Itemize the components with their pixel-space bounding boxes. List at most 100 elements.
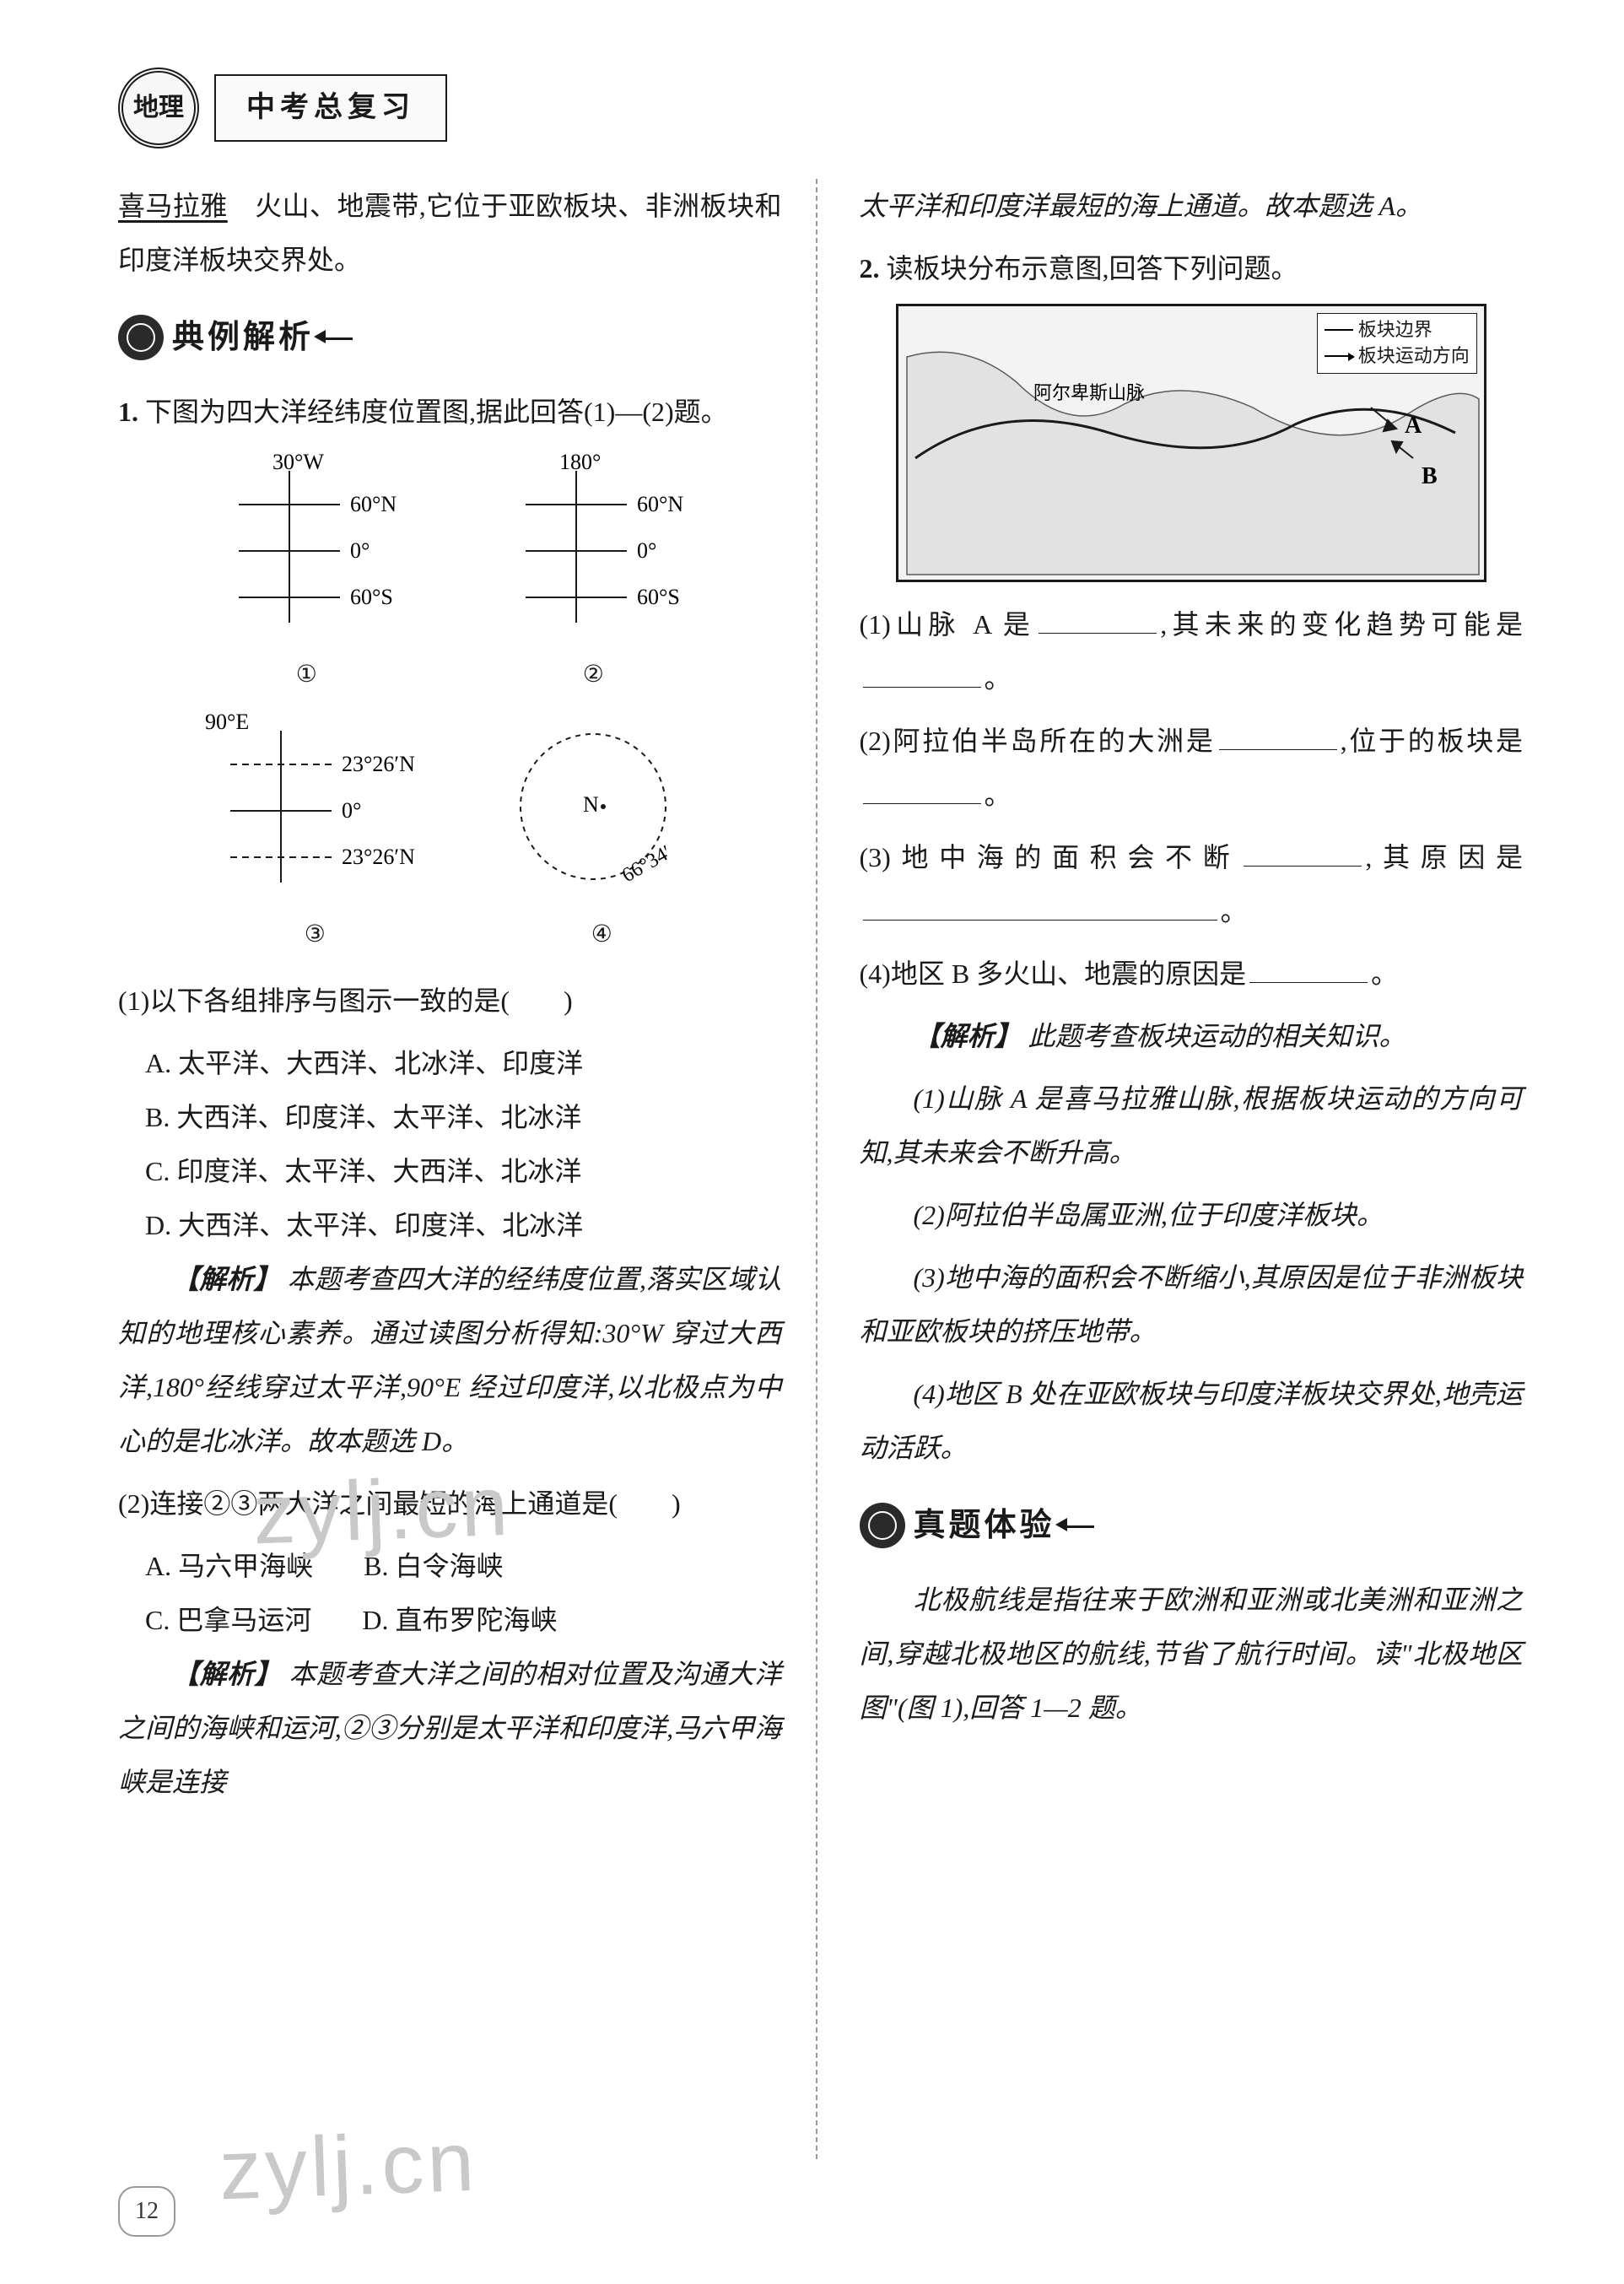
svg-text:23°26′N: 23°26′N <box>342 752 415 776</box>
section-title: 典例解析 <box>172 305 314 370</box>
q1-text: 下图为四大洋经纬度位置图,据此回答(1)—(2)题。 <box>145 397 728 427</box>
diagram-row-2: 90°E 23°26′N 0° 23°26′N ③ N <box>118 714 782 958</box>
q2-analysis-1: (1)山脉 A 是喜马拉雅山脉,根据板块运动的方向可知,其未来会不断升高。 <box>860 1072 1524 1180</box>
diagram-label: ④ <box>492 911 711 958</box>
arrow-deco-icon <box>1064 1524 1094 1528</box>
svg-text:90°E: 90°E <box>205 714 249 734</box>
subject-badge: 地理 <box>118 67 199 148</box>
q2-3: (3)地中海的面积会不断,其原因是。 <box>860 830 1524 938</box>
svg-text:0°: 0° <box>342 798 361 823</box>
page-header: 地理 中考总复习 <box>118 67 1523 148</box>
q2-analysis-intro: 【解析】 此题考查板块运动的相关知识。 <box>860 1009 1524 1063</box>
left-column: 喜马拉雅 火山、地震带,它位于亚欧板块、非洲板块和印度洋板块交界处。 典例解析 … <box>118 179 817 2159</box>
q1-2-stem: (2)连接②③两大洋之间最短的海上通道是( ) <box>118 1477 782 1531</box>
option-d[interactable]: D. 大西洋、太平洋、印度洋、北冰洋 <box>145 1198 782 1252</box>
latlon-diagram-icon: 30°W 60°N 0° 60°S <box>188 454 424 648</box>
diagram-row-1: 30°W 60°N 0° 60°S ① 180° <box>118 454 782 699</box>
analysis-label: 【解析】 <box>172 1659 282 1689</box>
compass-icon <box>118 315 164 360</box>
q1-2-options-row2: C. 巴拿马运河 D. 直布罗陀海峡 <box>145 1593 782 1647</box>
fill-blank[interactable] <box>863 661 981 688</box>
legend-text: 板块边界 <box>1358 317 1432 343</box>
svg-text:A: A <box>1405 413 1422 439</box>
diagram-label: ③ <box>188 911 441 958</box>
q1-stem: 1. 下图为四大洋经纬度位置图,据此回答(1)—(2)题。 <box>118 385 782 439</box>
latlon-diagram-icon: 90°E 23°26′N 0° 23°26′N <box>188 714 441 908</box>
q2-analysis-3: (3)地中海的面积会不断缩小,其原因是位于非洲板块和亚欧板块的挤压地带。 <box>860 1250 1524 1358</box>
fill-blank[interactable] <box>1039 607 1157 634</box>
q1-1-options: A. 太平洋、大西洋、北冰洋、印度洋 B. 大西洋、印度洋、太平洋、北冰洋 C.… <box>145 1036 782 1252</box>
section-header-zhenti: 真题体验 <box>860 1493 1524 1558</box>
latlon-diagram-icon: 180° 60°N 0° 60°S <box>475 454 711 648</box>
analysis-label: 【解析】 <box>172 1264 280 1294</box>
analysis-text: 此题考查板块运动的相关知识。 <box>1028 1021 1406 1051</box>
option-c[interactable]: C. 巴拿马运河 <box>145 1593 311 1647</box>
svg-text:66°34′: 66°34′ <box>618 841 675 887</box>
zhenti-intro: 北极航线是指往来于欧洲和亚洲或北美洲和亚洲之间,穿越北极地区的航线,节省了航行时… <box>860 1573 1524 1735</box>
option-b[interactable]: B. 大西洋、印度洋、太平洋、北冰洋 <box>145 1090 782 1144</box>
polar-diagram-icon: N 66°34′ <box>492 714 711 908</box>
fill-blank[interactable] <box>863 894 1217 921</box>
arrow-deco-icon <box>322 336 353 340</box>
text: 。 <box>1221 896 1248 926</box>
two-column-layout: 喜马拉雅 火山、地震带,它位于亚欧板块、非洲板块和印度洋板块交界处。 典例解析 … <box>118 179 1523 2159</box>
option-a[interactable]: A. 太平洋、大西洋、北冰洋、印度洋 <box>145 1036 782 1090</box>
svg-text:N: N <box>583 792 599 817</box>
text: (2)阿拉伯半岛所在的大洲是 <box>860 726 1216 756</box>
svg-text:23°26′N: 23°26′N <box>342 845 415 869</box>
q2-analysis-4: (4)地区 B 处在亚欧板块与印度洋板块交界处,地壳运动活跃。 <box>860 1367 1524 1475</box>
section-title: 真题体验 <box>914 1493 1055 1558</box>
page-number: 12 <box>118 2186 175 2237</box>
blank-answer: 喜马拉雅 <box>118 191 228 221</box>
svg-text:60°N: 60°N <box>350 492 397 516</box>
option-a[interactable]: A. 马六甲海峡 <box>145 1539 313 1593</box>
text: ,其原因是 <box>1365 842 1523 872</box>
q2-stem: 2. 读板块分布示意图,回答下列问题。 <box>860 241 1524 295</box>
text: 。 <box>985 663 1012 694</box>
svg-text:0°: 0° <box>350 538 370 563</box>
line-icon <box>1325 329 1353 331</box>
svg-text:60°S: 60°S <box>637 585 680 609</box>
map-legend: 板块边界 板块运动方向 <box>1317 313 1477 374</box>
q2-4: (4)地区 B 多火山、地震的原因是 。 <box>860 947 1524 1001</box>
q2-1: (1)山脉 A 是 ,其未来的变化趋势可能是。 <box>860 597 1524 705</box>
option-d[interactable]: D. 直布罗陀海峡 <box>362 1593 557 1647</box>
text: (1)山脉 A 是 <box>860 609 1036 640</box>
svg-text:180°: 180° <box>559 454 601 474</box>
legend-text: 板块运动方向 <box>1358 343 1470 370</box>
q1-2-options-row1: A. 马六甲海峡 B. 白令海峡 <box>145 1539 782 1593</box>
analysis-continued: 太平洋和印度洋最短的海上通道。故本题选 A。 <box>860 179 1524 233</box>
svg-text:60°S: 60°S <box>350 585 393 609</box>
page: 地理 中考总复习 喜马拉雅 火山、地震带,它位于亚欧板块、非洲板块和印度洋板块交… <box>0 0 1624 2284</box>
text: ,其未来的变化趋势可能是 <box>1160 609 1523 640</box>
text: (4)地区 B 多火山、地震的原因是 <box>860 958 1247 989</box>
compass-icon <box>860 1503 905 1548</box>
continued-text: 喜马拉雅 火山、地震带,它位于亚欧板块、非洲板块和印度洋板块交界处。 <box>118 179 782 287</box>
legend-row: 板块边界 <box>1325 317 1470 343</box>
q-number: 2. <box>860 253 887 283</box>
diagram-2: 180° 60°N 0° 60°S ② <box>475 454 711 699</box>
fill-blank[interactable] <box>1249 956 1368 983</box>
fill-blank[interactable] <box>1244 840 1362 867</box>
q2-2: (2)阿拉伯半岛所在的大洲是,位于的板块是。 <box>860 714 1524 822</box>
diagram-3: 90°E 23°26′N 0° 23°26′N ③ <box>188 714 441 958</box>
text: 。 <box>1371 958 1398 989</box>
svg-text:60°N: 60°N <box>637 492 683 516</box>
svg-text:B: B <box>1422 463 1438 489</box>
diagram-4: N 66°34′ ④ <box>492 714 711 958</box>
q1-1-analysis: 【解析】 本题考查四大洋的经纬度位置,落实区域认知的地理核心素养。通过读图分析得… <box>118 1252 782 1468</box>
legend-row: 板块运动方向 <box>1325 343 1470 370</box>
q2-text: 读板块分布示意图,回答下列问题。 <box>887 253 1298 283</box>
diagram-1: 30°W 60°N 0° 60°S ① <box>188 454 424 699</box>
fill-blank[interactable] <box>863 777 981 804</box>
right-column: 太平洋和印度洋最短的海上通道。故本题选 A。 2. 读板块分布示意图,回答下列问… <box>851 179 1524 2159</box>
svg-text:30°W: 30°W <box>272 454 324 474</box>
page-title: 中考总复习 <box>214 74 447 142</box>
q2-analysis-2: (2)阿拉伯半岛属亚洲,位于印度洋板块。 <box>860 1188 1524 1242</box>
fill-blank[interactable] <box>1219 723 1337 750</box>
diagram-label: ① <box>188 651 424 699</box>
option-b[interactable]: B. 白令海峡 <box>364 1539 503 1593</box>
q1-2-analysis: 【解析】 本题考查大洋之间的相对位置及沟通大洋之间的海峡和运河,②③分别是太平洋… <box>118 1647 782 1809</box>
plate-map: 阿尔卑斯山脉 A B 板块边界 板块运动方向 <box>896 304 1486 582</box>
option-c[interactable]: C. 印度洋、太平洋、大西洋、北冰洋 <box>145 1144 782 1198</box>
